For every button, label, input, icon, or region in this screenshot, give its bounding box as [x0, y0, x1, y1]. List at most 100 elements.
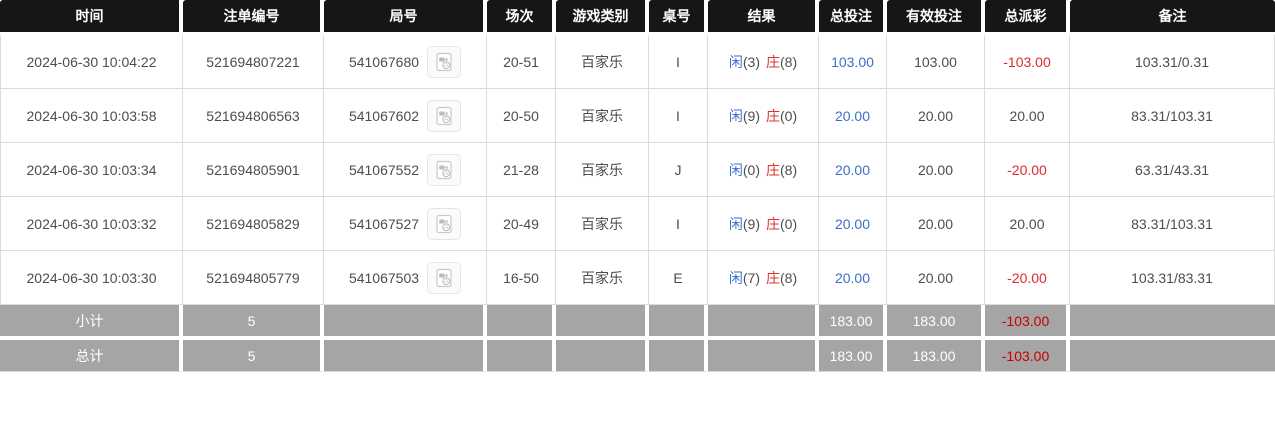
- cell-bet-id: 521694805901: [183, 143, 324, 197]
- cell-bet-id: 521694805829: [183, 197, 324, 251]
- video-icon: [436, 268, 452, 287]
- cell-session: 21-28: [487, 143, 556, 197]
- video-icon: [436, 160, 452, 179]
- result-banker-label: 庄: [766, 53, 780, 70]
- result-player-score: (0): [742, 161, 760, 178]
- grand-total-empty-cell: [1070, 340, 1275, 372]
- cell-round-id: 541067527: [324, 197, 487, 251]
- grand-total-empty-cell: [487, 340, 556, 372]
- table-row: 2024-06-30 10:03:58 521694806563 5410676…: [0, 89, 1275, 143]
- cell-time: 2024-06-30 10:04:22: [0, 35, 183, 89]
- cell-session: 20-51: [487, 35, 556, 89]
- col-header-table-no: 桌号: [649, 0, 708, 35]
- cell-valid-bet: 20.00: [887, 143, 985, 197]
- cell-game-type: 百家乐: [556, 89, 649, 143]
- result-banker-score: (0): [780, 107, 798, 124]
- round-number: 541067680: [348, 53, 420, 70]
- col-header-bet-id: 注单编号: [183, 0, 324, 35]
- table-row: 2024-06-30 10:04:22 521694807221 5410676…: [0, 35, 1275, 89]
- cell-remark: 103.31/83.31: [1070, 251, 1275, 305]
- video-replay-button[interactable]: [427, 261, 462, 294]
- subtotal-empty-cell: [649, 305, 708, 340]
- cell-round-id: 541067680: [324, 35, 487, 89]
- cell-valid-bet: 20.00: [887, 197, 985, 251]
- cell-total-payout: -20.00: [985, 143, 1070, 197]
- col-header-valid-bet: 有效投注: [887, 0, 985, 35]
- cell-remark: 103.31/0.31: [1070, 35, 1275, 89]
- video-icon: [436, 214, 452, 233]
- video-icon: [436, 52, 452, 71]
- grand-total-total-payout: -103.00: [985, 340, 1070, 372]
- video-replay-button[interactable]: [427, 207, 462, 240]
- round-number: 541067602: [348, 107, 420, 124]
- subtotal-empty-cell: [708, 305, 819, 340]
- grand-total-total-bet: 183.00: [819, 340, 887, 372]
- cell-result: 闲(7) 庄(8): [708, 251, 819, 305]
- cell-time: 2024-06-30 10:03:34: [0, 143, 183, 197]
- table-row: 2024-06-30 10:03:34 521694805901 5410675…: [0, 143, 1275, 197]
- cell-round-id: 541067503: [324, 251, 487, 305]
- round-number: 541067552: [348, 161, 420, 178]
- cell-time: 2024-06-30 10:03:30: [0, 251, 183, 305]
- result-player-label: 闲: [728, 215, 743, 232]
- grand-total-empty-cell: [556, 340, 649, 372]
- col-header-session: 场次: [487, 0, 556, 35]
- cell-game-type: 百家乐: [556, 35, 649, 89]
- cell-table-no: E: [649, 251, 708, 305]
- subtotal-empty-cell: [556, 305, 649, 340]
- table-row: 2024-06-30 10:03:30 521694805779 5410675…: [0, 251, 1275, 305]
- cell-valid-bet: 103.00: [887, 35, 985, 89]
- col-header-total-payout: 总派彩: [985, 0, 1070, 35]
- table-row: 2024-06-30 10:03:32 521694805829 5410675…: [0, 197, 1275, 251]
- cell-round-id: 541067552: [324, 143, 487, 197]
- table-header-row: 时间 注单编号 局号 场次 游戏类别 桌号 结果 总投注 有效投注 总派彩 备注: [0, 0, 1275, 35]
- cell-total-bet[interactable]: 20.00: [819, 251, 887, 305]
- subtotal-bet-count: 5: [183, 305, 324, 340]
- video-icon: [436, 106, 452, 125]
- col-header-remark: 备注: [1070, 0, 1275, 35]
- cell-table-no: I: [649, 35, 708, 89]
- cell-total-bet[interactable]: 103.00: [819, 35, 887, 89]
- cell-bet-id: 521694806563: [183, 89, 324, 143]
- result-player-score: (9): [742, 215, 760, 232]
- result-banker-score: (8): [780, 53, 798, 70]
- cell-remark: 83.31/103.31: [1070, 89, 1275, 143]
- cell-table-no: I: [649, 197, 708, 251]
- cell-game-type: 百家乐: [556, 143, 649, 197]
- video-replay-button[interactable]: [427, 153, 462, 186]
- cell-valid-bet: 20.00: [887, 251, 985, 305]
- video-replay-button[interactable]: [427, 45, 462, 78]
- cell-session: 20-50: [487, 89, 556, 143]
- result-player-score: (3): [742, 53, 760, 70]
- result-banker-label: 庄: [766, 107, 780, 124]
- result-player-label: 闲: [728, 269, 743, 286]
- round-number: 541067503: [348, 269, 420, 286]
- subtotal-empty-cell: [487, 305, 556, 340]
- cell-valid-bet: 20.00: [887, 89, 985, 143]
- cell-total-payout: -103.00: [985, 35, 1070, 89]
- cell-total-payout: 20.00: [985, 89, 1070, 143]
- video-replay-button[interactable]: [427, 99, 462, 132]
- cell-total-bet[interactable]: 20.00: [819, 143, 887, 197]
- cell-total-bet[interactable]: 20.00: [819, 197, 887, 251]
- bet-records-table: 时间 注单编号 局号 场次 游戏类别 桌号 结果 总投注 有效投注 总派彩 备注…: [0, 0, 1275, 372]
- cell-session: 20-49: [487, 197, 556, 251]
- cell-table-no: J: [649, 143, 708, 197]
- result-banker-score: (8): [780, 161, 798, 178]
- cell-total-bet[interactable]: 20.00: [819, 89, 887, 143]
- cell-round-id: 541067602: [324, 89, 487, 143]
- result-banker-score: (0): [780, 215, 798, 232]
- cell-game-type: 百家乐: [556, 197, 649, 251]
- subtotal-row: 小计 5 183.00 183.00 -103.00: [0, 305, 1275, 340]
- grand-total-bet-count: 5: [183, 340, 324, 372]
- subtotal-label: 小计: [0, 305, 183, 340]
- cell-bet-id: 521694807221: [183, 35, 324, 89]
- grand-total-label: 总计: [0, 340, 183, 372]
- result-player-label: 闲: [728, 161, 743, 178]
- cell-result: 闲(9) 庄(0): [708, 89, 819, 143]
- cell-total-payout: 20.00: [985, 197, 1070, 251]
- cell-session: 16-50: [487, 251, 556, 305]
- col-header-round-id: 局号: [324, 0, 487, 35]
- subtotal-empty-cell: [1070, 305, 1275, 340]
